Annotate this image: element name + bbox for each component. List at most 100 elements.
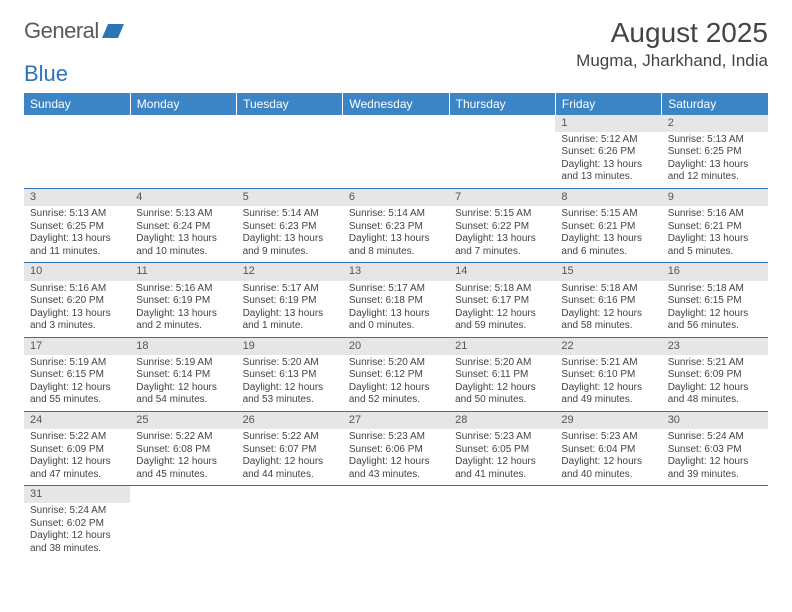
daylight-text: Daylight: 12 hours and 40 minutes.	[561, 456, 655, 481]
calendar-cell	[449, 486, 555, 560]
flag-icon	[102, 18, 124, 44]
day-number: 17	[24, 338, 130, 355]
sunrise-text: Sunrise: 5:24 AM	[668, 431, 762, 444]
weekday-header: Wednesday	[343, 93, 449, 115]
logo-general-text: General	[24, 18, 99, 44]
weekday-header: Sunday	[24, 93, 130, 115]
sunset-text: Sunset: 6:25 PM	[668, 146, 762, 159]
daylight-text: Daylight: 13 hours and 13 minutes.	[561, 159, 655, 184]
sunrise-text: Sunrise: 5:13 AM	[668, 134, 762, 147]
calendar-cell: 15Sunrise: 5:18 AMSunset: 6:16 PMDayligh…	[555, 263, 661, 337]
calendar-cell: 24Sunrise: 5:22 AMSunset: 6:09 PMDayligh…	[24, 411, 130, 485]
calendar-cell: 14Sunrise: 5:18 AMSunset: 6:17 PMDayligh…	[449, 263, 555, 337]
sunset-text: Sunset: 6:21 PM	[668, 221, 762, 234]
day-details: Sunrise: 5:18 AMSunset: 6:17 PMDaylight:…	[449, 281, 555, 337]
day-details: Sunrise: 5:13 AMSunset: 6:25 PMDaylight:…	[662, 132, 768, 188]
day-details: Sunrise: 5:21 AMSunset: 6:10 PMDaylight:…	[555, 355, 661, 411]
sunrise-text: Sunrise: 5:16 AM	[668, 208, 762, 221]
calendar-table: SundayMondayTuesdayWednesdayThursdayFrid…	[24, 93, 768, 560]
sunrise-text: Sunrise: 5:16 AM	[136, 283, 230, 296]
calendar-cell	[130, 115, 236, 189]
calendar-cell: 19Sunrise: 5:20 AMSunset: 6:13 PMDayligh…	[237, 337, 343, 411]
sunrise-text: Sunrise: 5:22 AM	[243, 431, 337, 444]
day-number: 12	[237, 263, 343, 280]
day-number: 16	[662, 263, 768, 280]
sunrise-text: Sunrise: 5:24 AM	[30, 505, 124, 518]
calendar-cell: 12Sunrise: 5:17 AMSunset: 6:19 PMDayligh…	[237, 263, 343, 337]
calendar-cell: 21Sunrise: 5:20 AMSunset: 6:11 PMDayligh…	[449, 337, 555, 411]
day-details: Sunrise: 5:19 AMSunset: 6:14 PMDaylight:…	[130, 355, 236, 411]
sunset-text: Sunset: 6:10 PM	[561, 369, 655, 382]
daylight-text: Daylight: 13 hours and 6 minutes.	[561, 233, 655, 258]
calendar-cell: 27Sunrise: 5:23 AMSunset: 6:06 PMDayligh…	[343, 411, 449, 485]
calendar-cell: 11Sunrise: 5:16 AMSunset: 6:19 PMDayligh…	[130, 263, 236, 337]
sunset-text: Sunset: 6:08 PM	[136, 444, 230, 457]
sunrise-text: Sunrise: 5:20 AM	[349, 357, 443, 370]
sunset-text: Sunset: 6:16 PM	[561, 295, 655, 308]
logo-blue-text: Blue	[24, 61, 68, 86]
calendar-week-row: 3Sunrise: 5:13 AMSunset: 6:25 PMDaylight…	[24, 189, 768, 263]
sunrise-text: Sunrise: 5:22 AM	[136, 431, 230, 444]
sunset-text: Sunset: 6:09 PM	[668, 369, 762, 382]
day-number: 25	[130, 412, 236, 429]
day-details: Sunrise: 5:20 AMSunset: 6:13 PMDaylight:…	[237, 355, 343, 411]
calendar-cell: 5Sunrise: 5:14 AMSunset: 6:23 PMDaylight…	[237, 189, 343, 263]
sunset-text: Sunset: 6:19 PM	[243, 295, 337, 308]
calendar-cell: 8Sunrise: 5:15 AMSunset: 6:21 PMDaylight…	[555, 189, 661, 263]
day-details: Sunrise: 5:17 AMSunset: 6:19 PMDaylight:…	[237, 281, 343, 337]
sunset-text: Sunset: 6:18 PM	[349, 295, 443, 308]
sunrise-text: Sunrise: 5:21 AM	[668, 357, 762, 370]
calendar-week-row: 31Sunrise: 5:24 AMSunset: 6:02 PMDayligh…	[24, 486, 768, 560]
calendar-cell: 4Sunrise: 5:13 AMSunset: 6:24 PMDaylight…	[130, 189, 236, 263]
calendar-week-row: 24Sunrise: 5:22 AMSunset: 6:09 PMDayligh…	[24, 411, 768, 485]
daylight-text: Daylight: 12 hours and 41 minutes.	[455, 456, 549, 481]
day-number: 28	[449, 412, 555, 429]
sunset-text: Sunset: 6:21 PM	[561, 221, 655, 234]
day-number: 15	[555, 263, 661, 280]
day-number: 26	[237, 412, 343, 429]
day-details: Sunrise: 5:15 AMSunset: 6:22 PMDaylight:…	[449, 206, 555, 262]
sunrise-text: Sunrise: 5:19 AM	[30, 357, 124, 370]
sunset-text: Sunset: 6:15 PM	[668, 295, 762, 308]
day-number: 10	[24, 263, 130, 280]
calendar-cell: 9Sunrise: 5:16 AMSunset: 6:21 PMDaylight…	[662, 189, 768, 263]
daylight-text: Daylight: 12 hours and 47 minutes.	[30, 456, 124, 481]
weekday-header: Tuesday	[237, 93, 343, 115]
day-number: 2	[662, 115, 768, 132]
calendar-cell: 31Sunrise: 5:24 AMSunset: 6:02 PMDayligh…	[24, 486, 130, 560]
daylight-text: Daylight: 13 hours and 10 minutes.	[136, 233, 230, 258]
calendar-cell: 26Sunrise: 5:22 AMSunset: 6:07 PMDayligh…	[237, 411, 343, 485]
daylight-text: Daylight: 12 hours and 45 minutes.	[136, 456, 230, 481]
day-details: Sunrise: 5:16 AMSunset: 6:20 PMDaylight:…	[24, 281, 130, 337]
sunrise-text: Sunrise: 5:23 AM	[455, 431, 549, 444]
sunrise-text: Sunrise: 5:14 AM	[349, 208, 443, 221]
sunrise-text: Sunrise: 5:22 AM	[30, 431, 124, 444]
day-details: Sunrise: 5:22 AMSunset: 6:09 PMDaylight:…	[24, 429, 130, 485]
daylight-text: Daylight: 12 hours and 53 minutes.	[243, 382, 337, 407]
sunrise-text: Sunrise: 5:17 AM	[349, 283, 443, 296]
daylight-text: Daylight: 12 hours and 49 minutes.	[561, 382, 655, 407]
day-details: Sunrise: 5:22 AMSunset: 6:08 PMDaylight:…	[130, 429, 236, 485]
day-details: Sunrise: 5:16 AMSunset: 6:21 PMDaylight:…	[662, 206, 768, 262]
daylight-text: Daylight: 13 hours and 2 minutes.	[136, 308, 230, 333]
daylight-text: Daylight: 12 hours and 38 minutes.	[30, 530, 124, 555]
sunset-text: Sunset: 6:02 PM	[30, 518, 124, 531]
day-details: Sunrise: 5:15 AMSunset: 6:21 PMDaylight:…	[555, 206, 661, 262]
daylight-text: Daylight: 13 hours and 9 minutes.	[243, 233, 337, 258]
sunset-text: Sunset: 6:22 PM	[455, 221, 549, 234]
sunrise-text: Sunrise: 5:20 AM	[455, 357, 549, 370]
daylight-text: Daylight: 13 hours and 12 minutes.	[668, 159, 762, 184]
calendar-cell: 28Sunrise: 5:23 AMSunset: 6:05 PMDayligh…	[449, 411, 555, 485]
calendar-cell: 7Sunrise: 5:15 AMSunset: 6:22 PMDaylight…	[449, 189, 555, 263]
daylight-text: Daylight: 13 hours and 7 minutes.	[455, 233, 549, 258]
day-number: 30	[662, 412, 768, 429]
day-details: Sunrise: 5:12 AMSunset: 6:26 PMDaylight:…	[555, 132, 661, 188]
sunrise-text: Sunrise: 5:20 AM	[243, 357, 337, 370]
calendar-cell	[24, 115, 130, 189]
weekday-header: Friday	[555, 93, 661, 115]
sunset-text: Sunset: 6:23 PM	[243, 221, 337, 234]
calendar-body: 1Sunrise: 5:12 AMSunset: 6:26 PMDaylight…	[24, 115, 768, 560]
day-number: 13	[343, 263, 449, 280]
day-number: 21	[449, 338, 555, 355]
sunrise-text: Sunrise: 5:16 AM	[30, 283, 124, 296]
